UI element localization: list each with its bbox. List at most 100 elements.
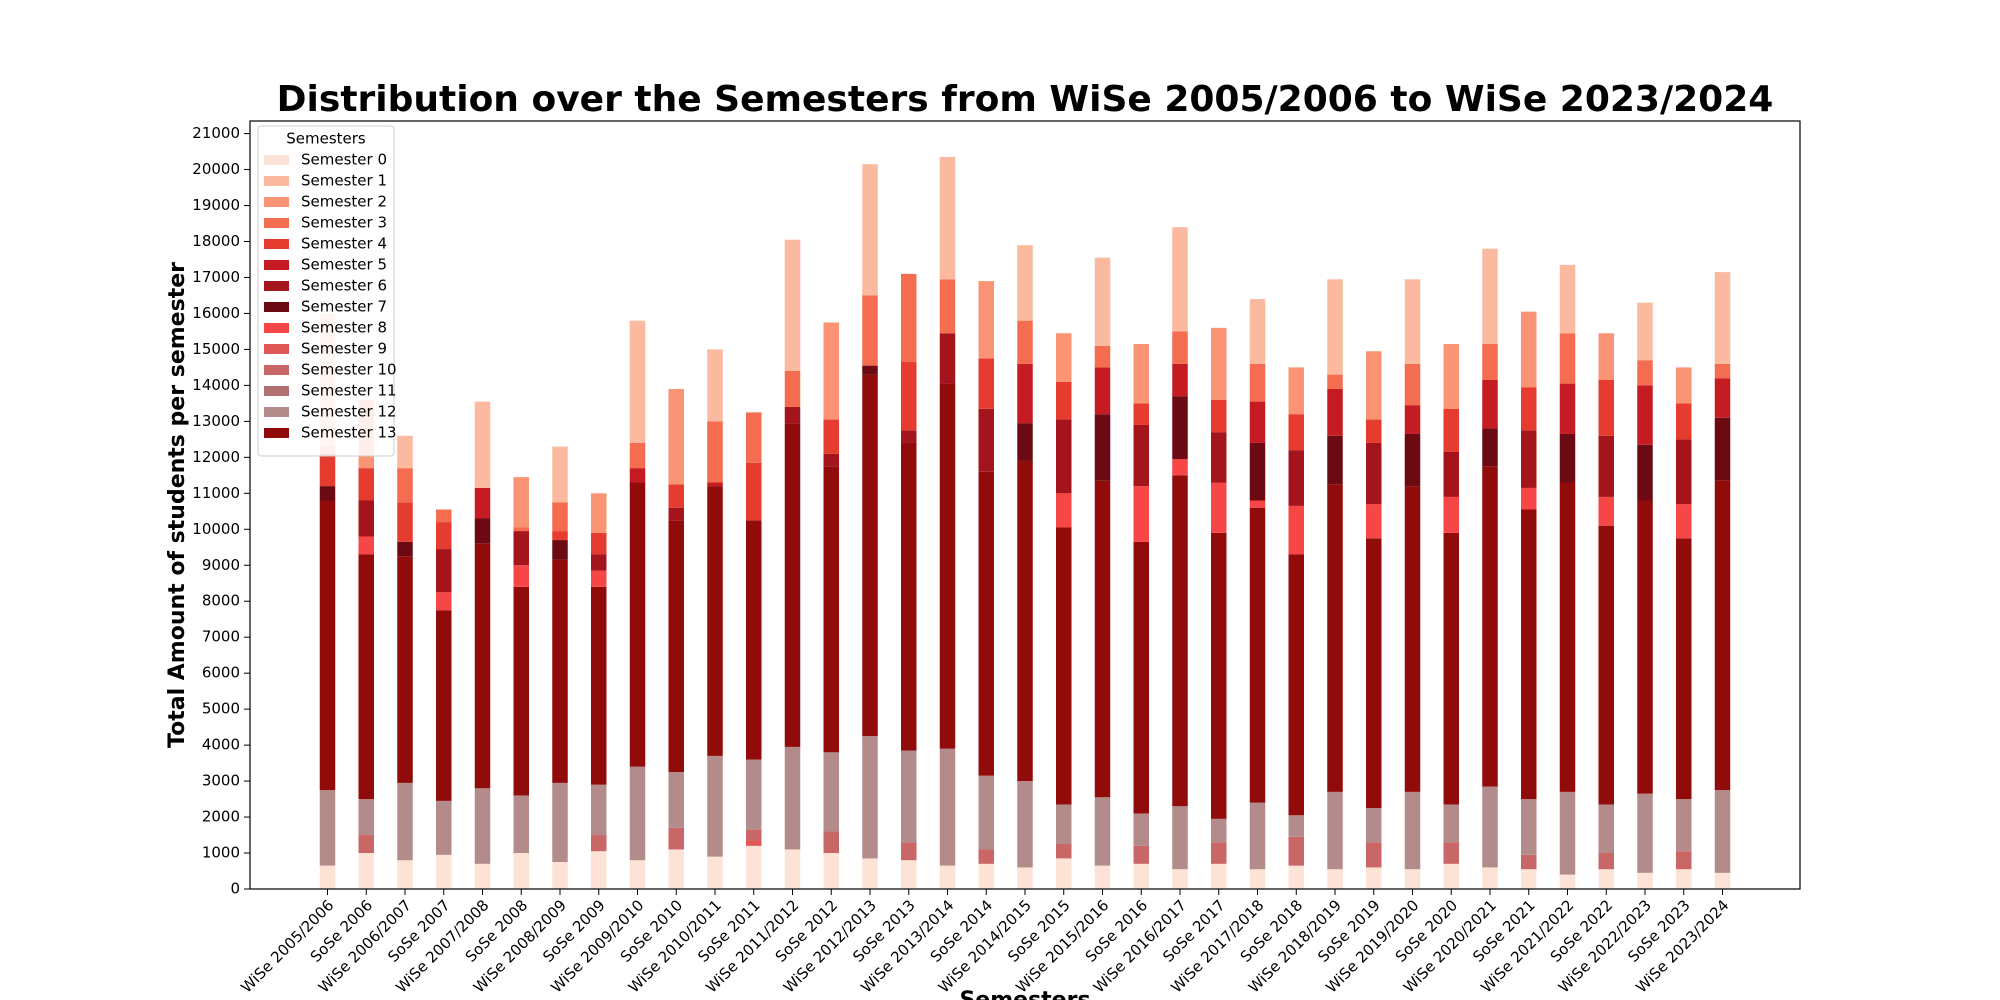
- bar-segment: [1637, 872, 1653, 889]
- bar-segment: [1482, 379, 1498, 429]
- bar-segment: [1172, 806, 1188, 870]
- bar-segment: [784, 423, 801, 747]
- bar-segment: [668, 507, 684, 521]
- legend-swatch: [264, 302, 289, 312]
- bar-segment: [1598, 333, 1614, 380]
- bar-segment: [1637, 385, 1653, 445]
- bar-segment: [1366, 351, 1382, 420]
- bar-segment: [1482, 867, 1498, 889]
- bar-segment: [474, 401, 491, 488]
- bar-segment: [1676, 439, 1692, 505]
- bar-segment: [1404, 279, 1421, 364]
- bar-segment: [862, 858, 878, 889]
- y-tick-label: 18000: [192, 232, 240, 250]
- bar-segment: [1288, 815, 1304, 837]
- bar-segment: [1714, 480, 1731, 791]
- bar-segment: [591, 586, 607, 785]
- bar-segment: [746, 829, 762, 841]
- bar-segment: [1327, 869, 1343, 889]
- bar-segment: [629, 482, 646, 767]
- bar-segment: [978, 281, 994, 359]
- bar-segment: [1676, 504, 1692, 539]
- bar-segment: [474, 788, 491, 864]
- bar-segment: [668, 520, 684, 773]
- bar-segment: [1094, 865, 1111, 889]
- bar-segment: [1327, 374, 1343, 389]
- bar-segment: [591, 570, 607, 587]
- bar-segment: [1637, 793, 1653, 873]
- bar-segment: [1404, 433, 1421, 487]
- bar-segment: [862, 365, 878, 375]
- bar-segment: [1172, 396, 1188, 460]
- bar-segment: [397, 502, 413, 542]
- bar-segment: [436, 509, 452, 523]
- bar-segment: [746, 845, 762, 889]
- bar-segment: [1443, 532, 1459, 805]
- bar-segment: [1482, 786, 1498, 868]
- bar-segment: [823, 322, 839, 420]
- bar-segment: [823, 419, 839, 454]
- y-tick-label: 14000: [192, 376, 240, 394]
- bar-segment: [1211, 399, 1227, 433]
- bar-segment: [552, 540, 568, 560]
- bar-segment: [862, 164, 878, 296]
- legend-swatch: [264, 386, 289, 396]
- bar-segment: [1676, 367, 1692, 404]
- bar-segment: [1327, 791, 1343, 870]
- y-tick-label: 8000: [202, 592, 240, 610]
- legend-swatch: [264, 344, 289, 354]
- bar-segment: [746, 759, 762, 830]
- legend-label: Semester 13: [301, 424, 397, 442]
- bar-segment: [1056, 858, 1072, 889]
- y-tick-label: 2000: [202, 808, 240, 826]
- legend-swatch: [264, 239, 289, 249]
- bar-segment: [901, 273, 917, 363]
- x-axis-label: Semesters: [959, 988, 1090, 1000]
- bar-segment: [862, 295, 878, 366]
- bar-segment: [474, 487, 491, 519]
- bar-segment: [1094, 257, 1111, 346]
- bar-segment: [1249, 442, 1266, 501]
- legend-label: Semester 8: [301, 319, 387, 337]
- bar-segment: [746, 412, 762, 463]
- bar-segment: [474, 518, 491, 544]
- bar-segment: [358, 853, 374, 889]
- legend-label: Semester 3: [301, 214, 387, 232]
- bar-segment: [1327, 435, 1343, 485]
- bar-segment: [823, 853, 839, 889]
- y-tick-label: 6000: [202, 664, 240, 682]
- bar-segment: [1133, 813, 1149, 846]
- bar-segment: [823, 831, 839, 854]
- bar-segment: [939, 156, 956, 280]
- legend-label: Semester 2: [301, 193, 387, 211]
- y-tick-label: 13000: [192, 412, 240, 430]
- bar-segment: [1288, 414, 1304, 451]
- bar-segment: [1521, 430, 1537, 488]
- bar-segment: [1598, 869, 1614, 889]
- bar-segment: [1559, 383, 1576, 434]
- bar-segment: [1521, 387, 1537, 431]
- bar-segment: [1598, 496, 1614, 526]
- y-axis-label: Total Amount of students per semester: [165, 262, 190, 748]
- bar-segment: [1056, 844, 1072, 859]
- bar-segment: [1521, 311, 1537, 388]
- bar-segment: [474, 863, 491, 889]
- bar-segment: [1598, 435, 1614, 497]
- bar-segment: [1482, 344, 1498, 380]
- bar-segment: [358, 835, 374, 854]
- bar-segment: [629, 442, 646, 469]
- bar-segment: [1714, 872, 1731, 889]
- bar-segment: [668, 484, 684, 508]
- bar-segment: [1288, 554, 1304, 816]
- bar-segment: [1404, 791, 1421, 870]
- bar-segment: [1559, 791, 1576, 875]
- bar-segment: [397, 782, 413, 861]
- legend-swatch: [264, 428, 289, 438]
- bar-segment: [1366, 808, 1382, 843]
- bar-segment: [1598, 525, 1614, 805]
- bar-segment: [668, 388, 684, 485]
- bar-segment: [319, 790, 336, 866]
- bar-segment: [513, 853, 529, 889]
- bar-segment: [1211, 532, 1227, 819]
- bar-segment: [746, 520, 762, 760]
